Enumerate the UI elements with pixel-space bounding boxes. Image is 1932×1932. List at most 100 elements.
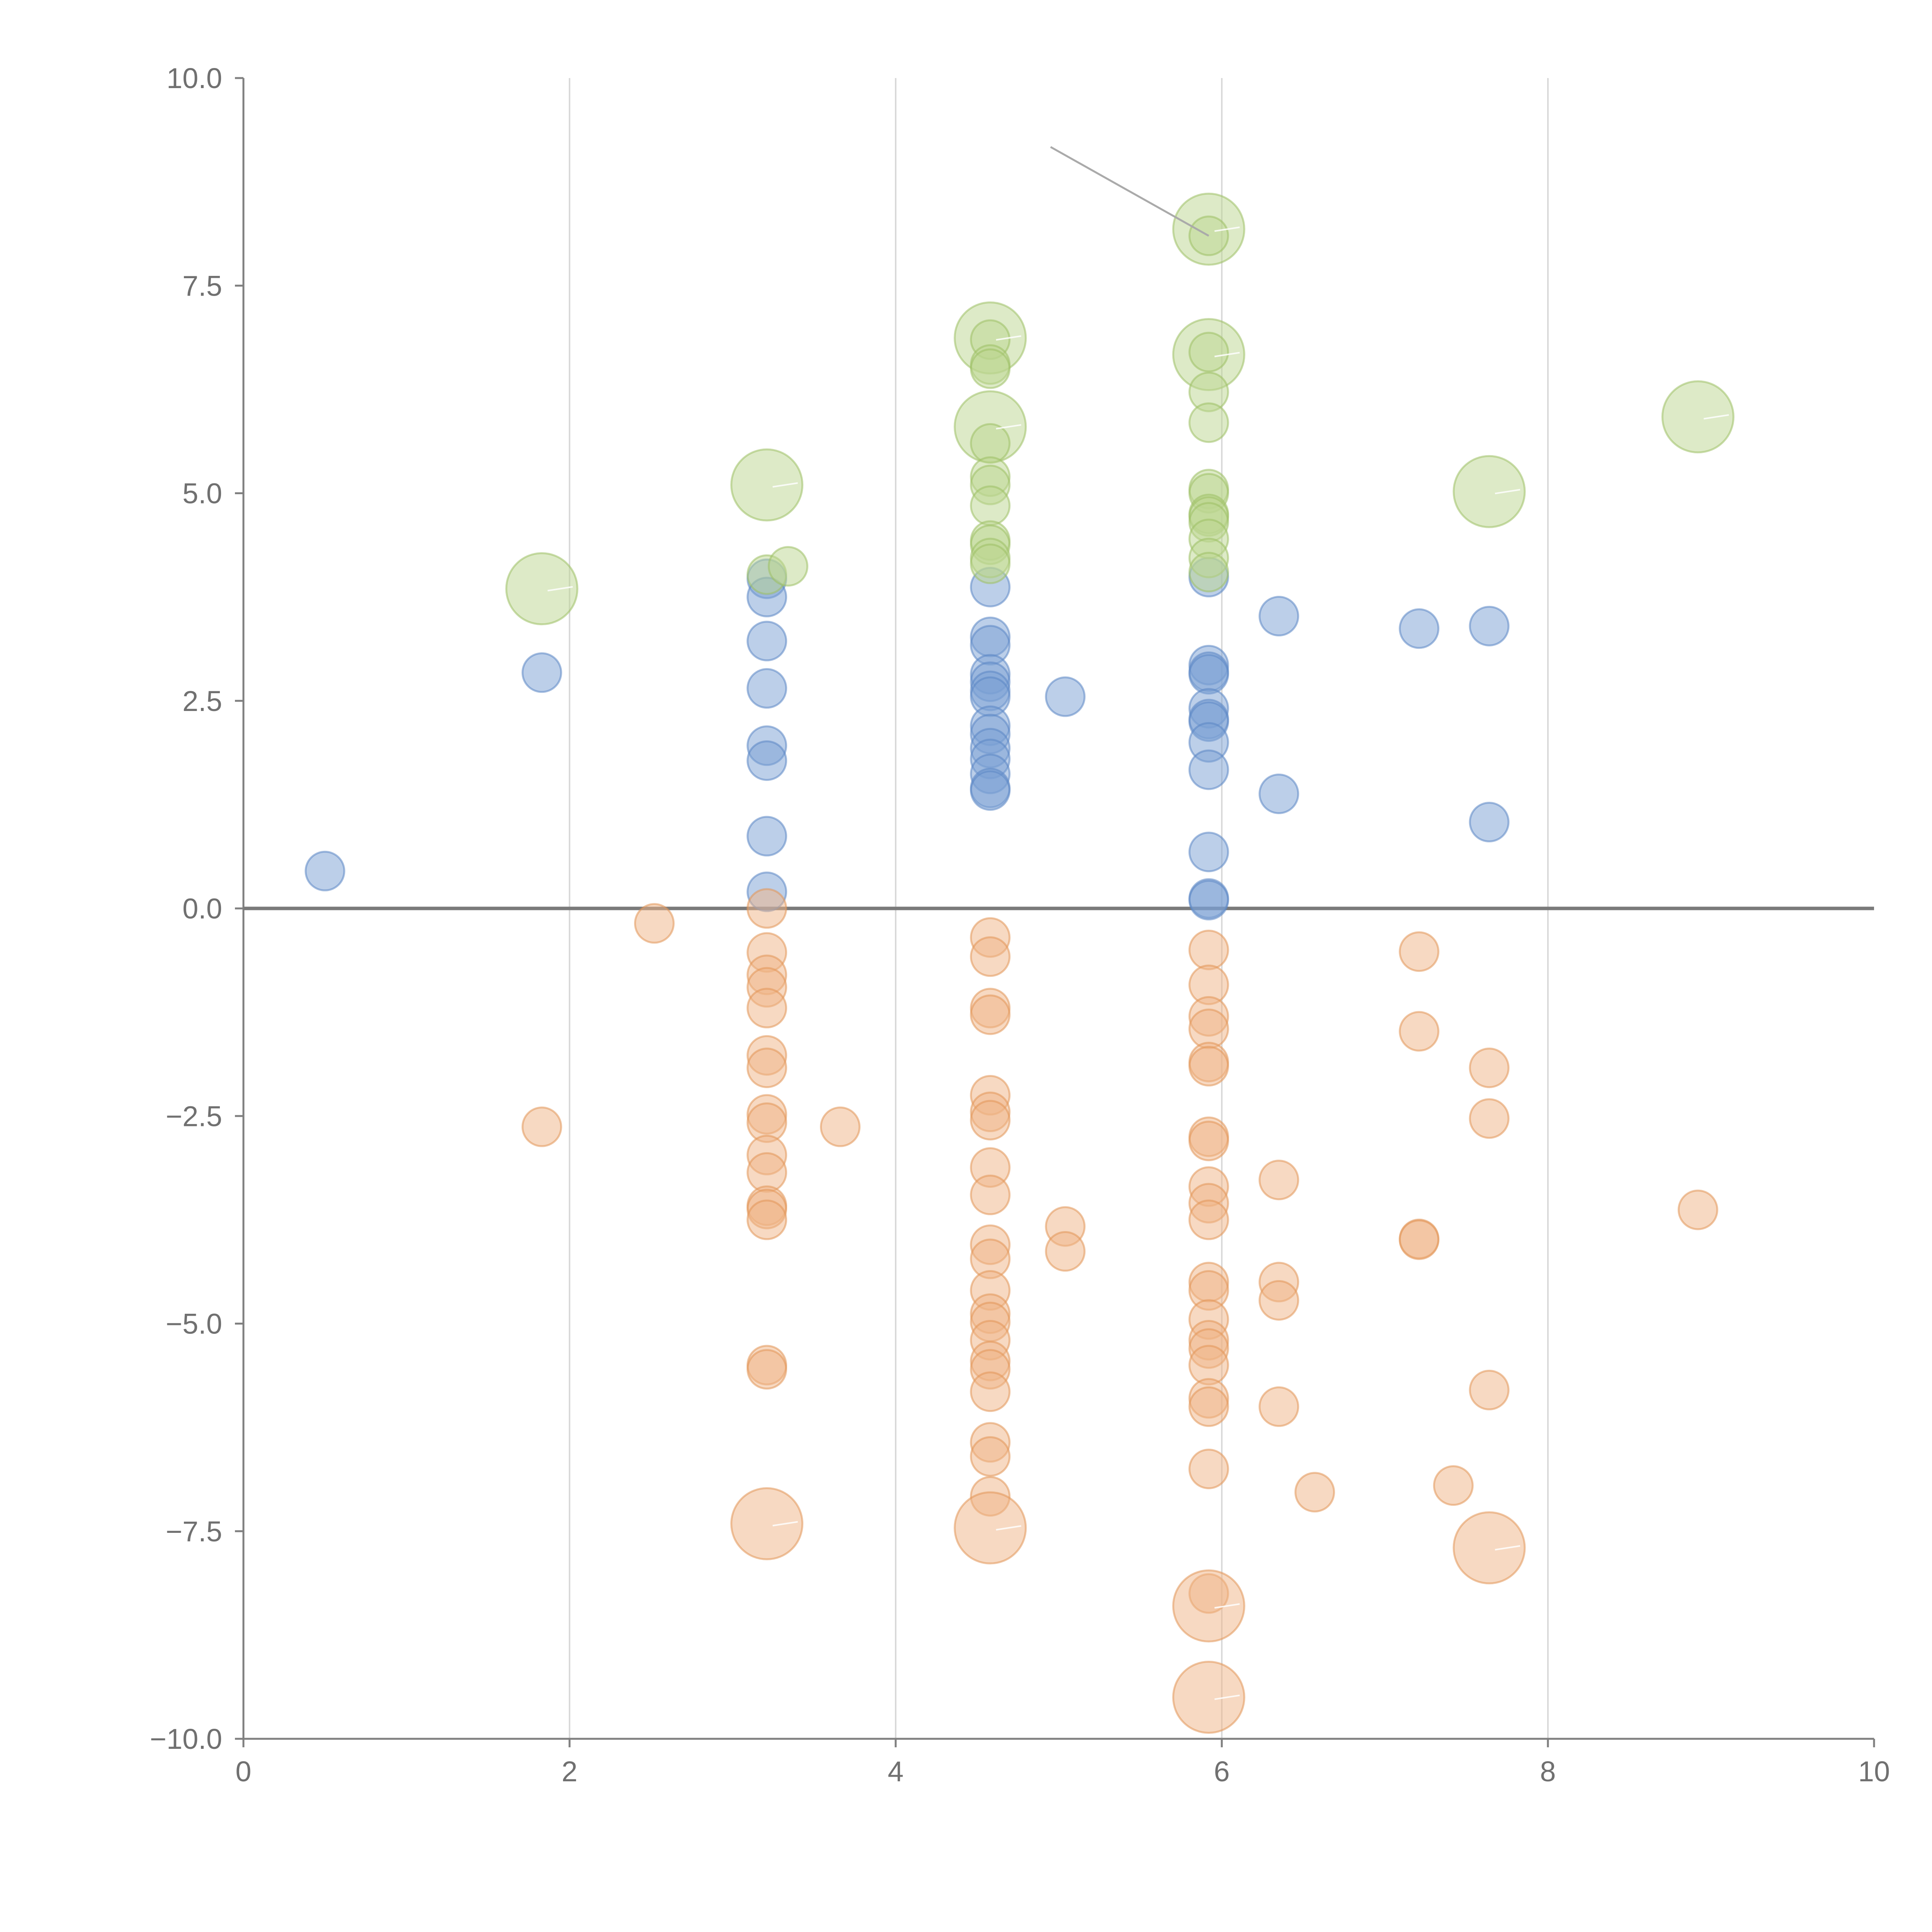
bubble-leader-line bbox=[1214, 352, 1240, 357]
bubble-leader-line bbox=[1703, 414, 1729, 420]
y-tick-label: 5.0 bbox=[182, 478, 222, 510]
orange-bubble bbox=[730, 1487, 804, 1560]
orange-bubble bbox=[1259, 1160, 1299, 1201]
blue-bubble bbox=[747, 621, 787, 662]
orange-bubble bbox=[1399, 1219, 1440, 1260]
orange-bubble bbox=[1172, 1569, 1245, 1643]
orange-bubble bbox=[1433, 1465, 1474, 1506]
orange-bubble bbox=[1172, 1661, 1245, 1734]
blue-bubble bbox=[747, 740, 787, 781]
bubble-leader-line bbox=[1214, 1603, 1240, 1609]
orange-bubble bbox=[747, 988, 787, 1029]
blue-bubble bbox=[1188, 832, 1229, 872]
x-tick-label: 2 bbox=[561, 1755, 577, 1787]
orange-bubble bbox=[1188, 1449, 1229, 1490]
orange-bubble bbox=[1399, 1011, 1440, 1052]
blue-bubble bbox=[304, 850, 345, 891]
axes-layer bbox=[235, 77, 1875, 1747]
x-tick-label: 6 bbox=[1214, 1755, 1230, 1787]
orange-bubble bbox=[970, 1174, 1011, 1215]
orange-bubble bbox=[1469, 1369, 1510, 1410]
x-tick-label: 10 bbox=[1858, 1755, 1890, 1787]
x-tick-label: 8 bbox=[1540, 1755, 1556, 1787]
callout-leader-line bbox=[1050, 146, 1209, 237]
bubble-leader-line bbox=[996, 1525, 1022, 1531]
orange-bubble bbox=[747, 888, 787, 929]
blue-bubble bbox=[1259, 596, 1299, 637]
blue-bubble bbox=[1188, 749, 1229, 790]
orange-bubble bbox=[1188, 1046, 1229, 1087]
blue-bubble bbox=[747, 816, 787, 857]
y-tick-label: −7.5 bbox=[166, 1515, 222, 1548]
orange-bubble bbox=[954, 1491, 1027, 1565]
orange-bubble bbox=[1677, 1189, 1718, 1230]
bubble-leader-line bbox=[1214, 1694, 1240, 1700]
orange-bubble bbox=[1469, 1098, 1510, 1139]
leader-lines-layer bbox=[547, 146, 1729, 1700]
orange-bubble bbox=[747, 1349, 787, 1390]
green-bubble bbox=[1452, 455, 1526, 528]
x-tick-label: 0 bbox=[235, 1755, 251, 1787]
y-tick-label: 2.5 bbox=[182, 685, 222, 717]
y-tick-label: −2.5 bbox=[166, 1100, 222, 1132]
blue-bubble bbox=[1469, 605, 1510, 646]
orange-bubble bbox=[1399, 931, 1440, 972]
blue-bubble bbox=[1259, 773, 1299, 814]
blue-bubble bbox=[970, 770, 1011, 811]
blue-bubble bbox=[521, 652, 562, 693]
orange-bubble bbox=[970, 994, 1011, 1035]
orange-bubble bbox=[1188, 1199, 1229, 1240]
green-bubble bbox=[1661, 380, 1735, 454]
orange-bubble bbox=[1469, 1048, 1510, 1088]
orange-bubble bbox=[970, 1371, 1011, 1412]
bubble-leader-line bbox=[547, 586, 573, 592]
green-bubble bbox=[1188, 402, 1229, 443]
blue-bubble bbox=[747, 668, 787, 709]
bubble-leader-line bbox=[1495, 1545, 1520, 1551]
green-bubble bbox=[970, 485, 1011, 526]
y-tick-label: 7.5 bbox=[182, 270, 222, 302]
orange-bubble bbox=[1259, 1280, 1299, 1321]
orange-bubble bbox=[970, 1436, 1011, 1477]
blue-bubble bbox=[1045, 676, 1086, 717]
bubble-leader-line bbox=[772, 482, 798, 488]
orange-bubble bbox=[1188, 929, 1229, 970]
blue-bubble bbox=[1469, 802, 1510, 843]
orange-bubble bbox=[820, 1106, 861, 1147]
orange-bubble bbox=[1188, 1121, 1229, 1162]
y-tick-label: 0.0 bbox=[182, 893, 222, 925]
green-bubble bbox=[970, 348, 1011, 389]
green-bubble bbox=[1188, 332, 1229, 372]
y-tick-label: −5.0 bbox=[166, 1308, 222, 1340]
green-bubble bbox=[505, 552, 578, 626]
blue-bubble bbox=[1188, 654, 1229, 695]
orange-bubble bbox=[747, 1199, 787, 1240]
bubble-leader-line bbox=[996, 335, 1022, 341]
orange-bubble bbox=[1259, 1386, 1299, 1427]
orange-bubble bbox=[1188, 1386, 1229, 1427]
green-bubble bbox=[767, 546, 808, 587]
tick-labels-layer: 0 2 4 6 8 10 10.0 7.5 5.0 2.5 0.0 −2.5 −5.0 −7.5 −10.0 bbox=[150, 62, 1890, 1787]
orange-bubble bbox=[521, 1106, 562, 1147]
blue-bubble bbox=[1399, 608, 1440, 649]
bubble-leader-line bbox=[772, 1521, 798, 1527]
orange-bubble bbox=[970, 936, 1011, 977]
bubble-leader-line bbox=[1495, 489, 1520, 495]
orange-bubble bbox=[634, 903, 675, 944]
green-bubble bbox=[970, 543, 1011, 584]
y-tick-label: −10.0 bbox=[150, 1723, 222, 1755]
orange-bubble bbox=[970, 1100, 1011, 1141]
bubble-leader-line bbox=[996, 424, 1022, 430]
orange-bubble bbox=[1452, 1511, 1526, 1585]
y-tick-label: 10.0 bbox=[167, 62, 222, 94]
orange-bubble bbox=[747, 1048, 787, 1088]
green-bubble bbox=[1188, 552, 1229, 593]
blue-bubble bbox=[1188, 880, 1229, 921]
orange-bubble bbox=[1045, 1231, 1086, 1272]
bubble-leader-line bbox=[1214, 226, 1240, 232]
green-bubble bbox=[730, 448, 804, 522]
bubbles-layer bbox=[304, 192, 1735, 1734]
orange-bubble bbox=[1294, 1472, 1335, 1513]
